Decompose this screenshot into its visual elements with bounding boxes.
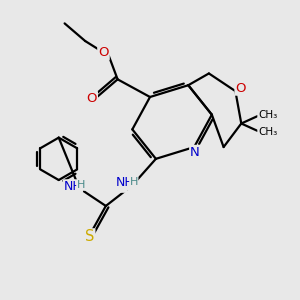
Text: H: H — [130, 177, 138, 187]
Text: O: O — [236, 82, 246, 95]
Text: S: S — [85, 230, 94, 244]
Text: NH: NH — [64, 180, 82, 193]
Text: NH: NH — [116, 176, 134, 190]
Text: H: H — [76, 180, 85, 190]
Text: H: H — [72, 181, 80, 191]
Text: O: O — [86, 92, 97, 105]
Text: N: N — [65, 182, 75, 195]
Text: N: N — [117, 179, 127, 192]
Text: CH₃: CH₃ — [258, 110, 278, 120]
Text: H: H — [124, 178, 132, 188]
Text: N: N — [190, 146, 200, 159]
Text: CH₃: CH₃ — [258, 127, 278, 137]
Text: O: O — [98, 46, 109, 59]
